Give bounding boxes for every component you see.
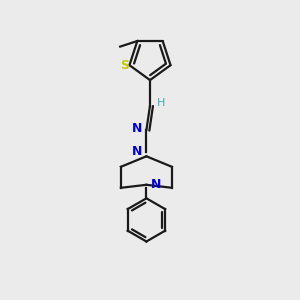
Text: N: N xyxy=(132,145,142,158)
Text: H: H xyxy=(157,98,166,108)
Text: N: N xyxy=(151,178,161,191)
Text: S: S xyxy=(121,59,130,72)
Text: N: N xyxy=(132,122,142,136)
